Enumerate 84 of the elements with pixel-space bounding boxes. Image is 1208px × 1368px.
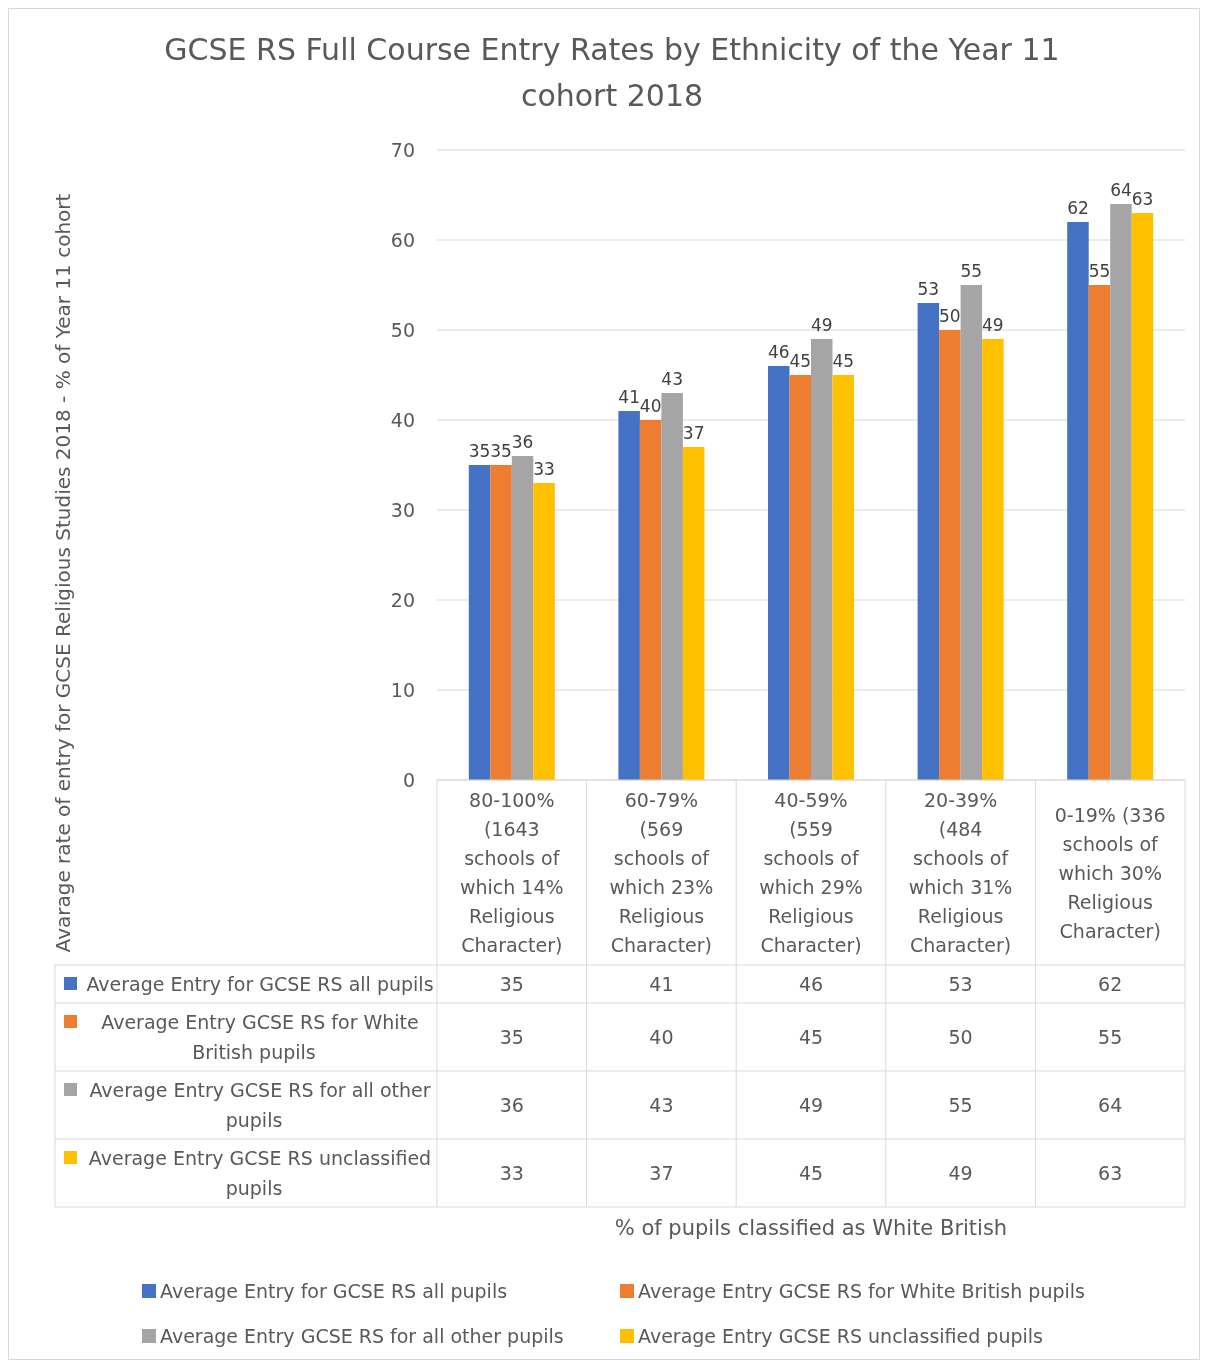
text: 33: [499, 1162, 524, 1184]
text: 41: [649, 973, 674, 995]
bar: [811, 339, 833, 780]
data-label: 62: [1067, 198, 1089, 218]
bar: [682, 447, 705, 780]
text: Average Entry GCSE RS for all other pupils: [160, 1325, 564, 1347]
legend-label: Average Entry for GCSE RS all pupils: [86, 973, 434, 995]
text: 35: [499, 973, 524, 995]
text: 63: [1098, 1162, 1123, 1184]
data-label: 55: [960, 261, 983, 281]
y-tick-label: 40: [390, 409, 415, 431]
text: Average Entry GCSE RS unclassified pupils: [638, 1325, 1043, 1347]
bar: [511, 456, 534, 780]
x-tick-label: 80-100% (1643 schools of which 14% Religious Character): [459, 789, 564, 956]
bar: [661, 393, 683, 780]
bar: [1110, 204, 1132, 780]
data-label: 64: [1110, 180, 1132, 200]
bar: [917, 303, 940, 780]
data-label: 40: [639, 396, 662, 416]
bar: [618, 411, 640, 780]
data-label: 50: [939, 306, 961, 326]
data-label: 43: [661, 369, 683, 389]
text: 36: [499, 1094, 524, 1116]
text: 37: [649, 1162, 674, 1184]
data-label: 49: [810, 315, 833, 335]
bar: [490, 465, 512, 780]
text: 53: [948, 973, 973, 995]
bar: [789, 375, 811, 780]
bar: [639, 420, 662, 780]
data-label: 46: [767, 342, 790, 362]
bar: [1067, 222, 1089, 780]
bar: [939, 330, 961, 780]
text: 62: [1098, 973, 1123, 995]
bar: [1131, 213, 1154, 780]
y-tick-label: 0: [402, 769, 415, 791]
y-tick-label: 10: [390, 679, 415, 701]
text: 46: [798, 973, 824, 995]
x-tick-label: 0-19% (336 schools of which 30% Religious Character): [1054, 803, 1166, 942]
data-label: 53: [917, 279, 940, 299]
text: 40: [649, 1026, 674, 1048]
y-tick-label: 70: [390, 139, 415, 161]
x-tick-label: 40-59% (559 schools of which 29% Religious Character): [759, 789, 863, 956]
text: 43: [649, 1094, 674, 1116]
y-tick-label: 30: [390, 499, 415, 521]
text: 50: [948, 1026, 973, 1048]
text: % of pupils classified as White British: [614, 1216, 1008, 1240]
data-label: 45: [832, 351, 855, 371]
data-label: 49: [982, 315, 1004, 335]
y-tick-label: 20: [390, 589, 415, 611]
data-label: 37: [682, 423, 705, 443]
data-label: 45: [789, 351, 812, 371]
legend-label: Average Entry GCSE RS unclassified pupils: [88, 1147, 432, 1199]
bar: [1088, 285, 1111, 780]
text: Average Entry GCSE RS for White British pupils: [638, 1280, 1085, 1302]
x-tick-label: 20-39% (484 schools of which 31% Religious Character): [908, 789, 1013, 956]
text: 55: [948, 1094, 973, 1116]
data-label: 41: [618, 387, 640, 407]
legend-label: Average Entry GCSE RS for White British pupils: [101, 1011, 419, 1063]
data-label: 36: [511, 432, 534, 452]
data-label: 33: [533, 459, 555, 479]
bar: [468, 465, 491, 780]
data-label: 55: [1088, 261, 1111, 281]
y-tick-label: 60: [390, 229, 415, 251]
text: 55: [1098, 1026, 1123, 1048]
bar: [533, 483, 555, 780]
legend-label: Average Entry GCSE RS for all other pupils: [89, 1079, 431, 1131]
text: 49: [798, 1094, 824, 1116]
y-tick-label: 50: [390, 319, 415, 341]
data-label: 35: [490, 441, 512, 461]
bar: [768, 366, 790, 780]
text: 45: [798, 1026, 824, 1048]
bar: [832, 375, 854, 780]
data-label: 63: [1131, 189, 1154, 209]
text: 64: [1098, 1094, 1123, 1116]
text: 49: [948, 1162, 973, 1184]
text: Avarage rate of entry for GCSE Religious Studies 2018 - % of Year 11 cohort: [51, 193, 75, 953]
x-tick-label: 60-79% (569 schools of which 23% Religious Character): [609, 789, 714, 956]
chart-title: GCSE RS Full Course Entry Rates by Ethnicity of the Year 11 cohort 2018: [164, 32, 1060, 113]
text: Average Entry for GCSE RS all pupils: [160, 1280, 508, 1302]
text: 45: [798, 1162, 824, 1184]
text: 35: [499, 1026, 524, 1048]
data-label: 35: [468, 441, 491, 461]
bar: [982, 339, 1004, 780]
bar: [960, 285, 983, 780]
